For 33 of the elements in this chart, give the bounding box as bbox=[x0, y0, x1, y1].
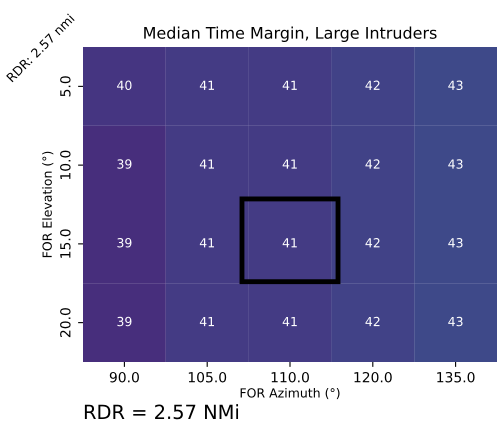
data-label: 41 bbox=[282, 80, 297, 90]
data-label: 43 bbox=[448, 238, 463, 248]
y-tick-label: 5.0 bbox=[60, 76, 71, 96]
data-label: 41 bbox=[200, 238, 214, 248]
data-label: 42 bbox=[365, 159, 380, 169]
text: RDR = 2.57 NMi bbox=[84, 404, 238, 420]
data-label: 43 bbox=[448, 316, 463, 326]
data-label: 41 bbox=[200, 316, 214, 326]
data-label: 41 bbox=[200, 159, 214, 169]
data-label: 39 bbox=[117, 316, 132, 326]
data-label: 43 bbox=[448, 80, 463, 90]
y-axis-title: FOR Elevation (°) bbox=[42, 152, 54, 258]
y-tick-label: 20.0 bbox=[60, 308, 71, 338]
x-tick-label: 110.0 bbox=[272, 372, 309, 382]
data-label: 41 bbox=[282, 316, 297, 326]
data-label: 39 bbox=[117, 159, 132, 169]
y-tick-label: 10.0 bbox=[60, 150, 71, 180]
chart-title: Median Time Margin, Large Intruders bbox=[144, 26, 437, 42]
data-label: 41 bbox=[282, 159, 297, 169]
data-label: 42 bbox=[365, 238, 380, 248]
data-label: 42 bbox=[365, 80, 380, 90]
x-tick-label: 90.0 bbox=[110, 372, 139, 382]
data-label: 41 bbox=[282, 238, 297, 248]
data-label: 43 bbox=[448, 159, 463, 169]
data-label: 40 bbox=[117, 80, 132, 90]
data-label: 41 bbox=[200, 80, 214, 90]
x-axis-title: FOR Azimuth (°) bbox=[240, 388, 340, 400]
x-tick-label: 105.0 bbox=[188, 372, 226, 382]
data-label: 39 bbox=[117, 238, 132, 248]
x-tick-label: 135.0 bbox=[437, 372, 475, 382]
y-tick-label: 15.0 bbox=[60, 229, 71, 258]
data-label: 42 bbox=[365, 316, 380, 326]
x-tick-label: 120.0 bbox=[354, 372, 392, 382]
